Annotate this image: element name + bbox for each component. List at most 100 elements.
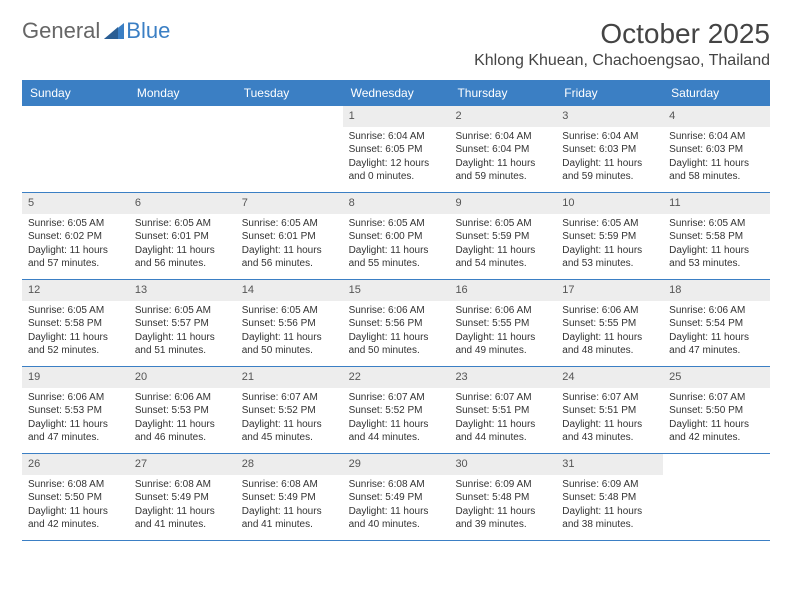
date-number: 21 <box>236 367 343 388</box>
calendar-cell: 8Sunrise: 6:05 AMSunset: 6:00 PMDaylight… <box>343 193 450 279</box>
sunset-text: Sunset: 5:52 PM <box>242 404 337 418</box>
sunset-text: Sunset: 5:59 PM <box>455 230 550 244</box>
day-header-sunday: Sunday <box>22 80 129 106</box>
daylight-text: Daylight: 11 hours and 57 minutes. <box>28 244 123 271</box>
sunset-text: Sunset: 6:03 PM <box>562 143 657 157</box>
calendar-cell: 23 Sunrise: 6:07 AMSunset: 5:51 PMDayligh… <box>449 367 556 453</box>
daylight-text: Daylight: 11 hours and 53 minutes. <box>669 244 764 271</box>
cell-body: Sunrise: 6:05 AMSunset: 6:01 PMDaylight:… <box>129 214 236 277</box>
calendar-cell: 4Sunrise: 6:04 AMSunset: 6:03 PMDaylight… <box>663 106 770 192</box>
daylight-text: Daylight: 11 hours and 40 minutes. <box>349 505 444 532</box>
sunset-text: Sunset: 5:49 PM <box>349 491 444 505</box>
day-header-row: Sunday Monday Tuesday Wednesday Thursday… <box>22 80 770 106</box>
sunrise-text: Sunrise: 6:09 AM <box>562 478 657 492</box>
sunrise-text: Sunrise: 6:06 AM <box>455 304 550 318</box>
daylight-text: Daylight: 12 hours and 0 minutes. <box>349 157 444 184</box>
calendar-cell: 22Sunrise: 6:07 AMSunset: 5:52 PMDayligh… <box>343 367 450 453</box>
date-number: 19 <box>22 367 129 388</box>
daylight-text: Daylight: 11 hours and 55 minutes. <box>349 244 444 271</box>
daylight-text: Daylight: 11 hours and 53 minutes. <box>562 244 657 271</box>
cell-body: Sunrise: 6:07 AMSunset: 5:51 PMDaylight:… <box>556 388 663 451</box>
sunrise-text: Sunrise: 6:06 AM <box>135 391 230 405</box>
sunrise-text: Sunrise: 6:05 AM <box>28 304 123 318</box>
date-number: 22 <box>343 367 450 388</box>
logo-text-blue: Blue <box>126 18 170 44</box>
sunset-text: Sunset: 5:51 PM <box>455 404 550 418</box>
date-number: 5 <box>22 193 129 214</box>
date-number: 28 <box>236 454 343 475</box>
sunrise-text: Sunrise: 6:07 AM <box>669 391 764 405</box>
calendar-cell: 24Sunrise: 6:07 AMSunset: 5:51 PMDayligh… <box>556 367 663 453</box>
date-number: 11 <box>663 193 770 214</box>
calendar-cell: 18Sunrise: 6:06 AMSunset: 5:54 PMDayligh… <box>663 280 770 366</box>
sunset-text: Sunset: 6:04 PM <box>455 143 550 157</box>
logo: General Blue <box>22 18 170 44</box>
date-number: 24 <box>556 367 663 388</box>
sunset-text: Sunset: 5:57 PM <box>135 317 230 331</box>
cell-body: Sunrise: 6:06 AMSunset: 5:53 PMDaylight:… <box>129 388 236 451</box>
date-number: 20 <box>129 367 236 388</box>
date-number: 16 <box>449 280 556 301</box>
daylight-text: Daylight: 11 hours and 44 minutes. <box>455 418 550 445</box>
daylight-text: Daylight: 11 hours and 45 minutes. <box>242 418 337 445</box>
sunrise-text: Sunrise: 6:07 AM <box>455 391 550 405</box>
cell-body: Sunrise: 6:06 AMSunset: 5:55 PMDaylight:… <box>449 301 556 364</box>
daylight-text: Daylight: 11 hours and 46 minutes. <box>135 418 230 445</box>
sunrise-text: Sunrise: 6:05 AM <box>349 217 444 231</box>
calendar-cell <box>236 106 343 192</box>
date-number: 23 <box>449 367 556 388</box>
cell-body: Sunrise: 6:04 AMSunset: 6:04 PMDaylight:… <box>449 127 556 190</box>
cell-body: Sunrise: 6:05 AMSunset: 5:57 PMDaylight:… <box>129 301 236 364</box>
cell-body: Sunrise: 6:06 AMSunset: 5:56 PMDaylight:… <box>343 301 450 364</box>
cell-body: Sunrise: 6:04 AMSunset: 6:03 PMDaylight:… <box>663 127 770 190</box>
header: General Blue October 2025 Khlong Khuean,… <box>22 18 770 70</box>
week-row: 12Sunrise: 6:05 AMSunset: 5:58 PMDayligh… <box>22 280 770 367</box>
day-header-saturday: Saturday <box>663 80 770 106</box>
calendar-cell: 30Sunrise: 6:09 AMSunset: 5:48 PMDayligh… <box>449 454 556 540</box>
calendar-cell: 9Sunrise: 6:05 AMSunset: 5:59 PMDaylight… <box>449 193 556 279</box>
cell-body: Sunrise: 6:04 AMSunset: 6:05 PMDaylight:… <box>343 127 450 190</box>
sunset-text: Sunset: 5:51 PM <box>562 404 657 418</box>
date-number: 12 <box>22 280 129 301</box>
date-number: 15 <box>343 280 450 301</box>
day-header-tuesday: Tuesday <box>236 80 343 106</box>
daylight-text: Daylight: 11 hours and 44 minutes. <box>349 418 444 445</box>
calendar-cell: 20Sunrise: 6:06 AMSunset: 5:53 PMDayligh… <box>129 367 236 453</box>
sunrise-text: Sunrise: 6:06 AM <box>562 304 657 318</box>
calendar-cell: 10Sunrise: 6:05 AMSunset: 5:59 PMDayligh… <box>556 193 663 279</box>
daylight-text: Daylight: 11 hours and 42 minutes. <box>669 418 764 445</box>
calendar-cell: 31Sunrise: 6:09 AMSunset: 5:48 PMDayligh… <box>556 454 663 540</box>
logo-text-gray: General <box>22 18 100 44</box>
date-number: 8 <box>343 193 450 214</box>
date-number: 4 <box>663 106 770 127</box>
cell-body: Sunrise: 6:05 AMSunset: 6:00 PMDaylight:… <box>343 214 450 277</box>
sunrise-text: Sunrise: 6:08 AM <box>349 478 444 492</box>
date-number: 31 <box>556 454 663 475</box>
cell-body: Sunrise: 6:09 AMSunset: 5:48 PMDaylight:… <box>556 475 663 538</box>
calendar-cell: 1Sunrise: 6:04 AMSunset: 6:05 PMDaylight… <box>343 106 450 192</box>
sunrise-text: Sunrise: 6:05 AM <box>135 217 230 231</box>
sunrise-text: Sunrise: 6:07 AM <box>562 391 657 405</box>
sunset-text: Sunset: 5:50 PM <box>669 404 764 418</box>
cell-body: Sunrise: 6:05 AMSunset: 5:58 PMDaylight:… <box>22 301 129 364</box>
calendar-cell <box>129 106 236 192</box>
calendar-cell: 13Sunrise: 6:05 AMSunset: 5:57 PMDayligh… <box>129 280 236 366</box>
sunset-text: Sunset: 6:03 PM <box>669 143 764 157</box>
week-row: 5Sunrise: 6:05 AMSunset: 6:02 PMDaylight… <box>22 193 770 280</box>
day-header-wednesday: Wednesday <box>343 80 450 106</box>
date-number: 3 <box>556 106 663 127</box>
cell-body: Sunrise: 6:09 AMSunset: 5:48 PMDaylight:… <box>449 475 556 538</box>
sunrise-text: Sunrise: 6:04 AM <box>455 130 550 144</box>
sunrise-text: Sunrise: 6:05 AM <box>242 217 337 231</box>
daylight-text: Daylight: 11 hours and 41 minutes. <box>242 505 337 532</box>
sunset-text: Sunset: 6:01 PM <box>242 230 337 244</box>
date-number: 9 <box>449 193 556 214</box>
cell-body: Sunrise: 6:07 AMSunset: 5:52 PMDaylight:… <box>343 388 450 451</box>
daylight-text: Daylight: 11 hours and 47 minutes. <box>669 331 764 358</box>
calendar-cell <box>22 106 129 192</box>
sunrise-text: Sunrise: 6:06 AM <box>349 304 444 318</box>
day-header-monday: Monday <box>129 80 236 106</box>
sunrise-text: Sunrise: 6:04 AM <box>669 130 764 144</box>
sunset-text: Sunset: 5:50 PM <box>28 491 123 505</box>
daylight-text: Daylight: 11 hours and 54 minutes. <box>455 244 550 271</box>
